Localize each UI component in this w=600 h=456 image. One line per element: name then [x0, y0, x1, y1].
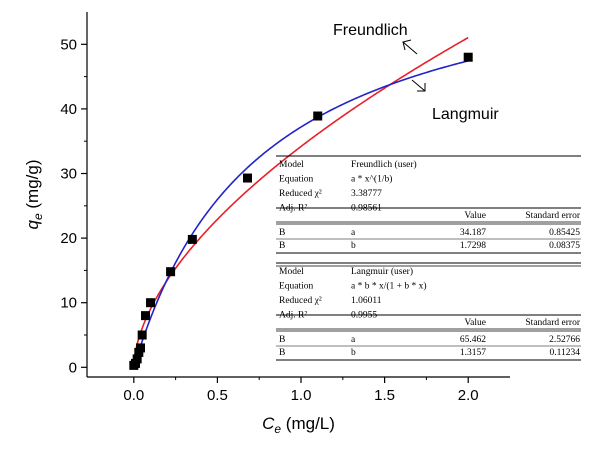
- table-header-value: Value: [464, 211, 486, 221]
- table-header-error: Standard error: [525, 318, 580, 328]
- data-point: [136, 343, 146, 353]
- table-row-label: Model: [279, 267, 304, 277]
- data-points: [129, 52, 473, 370]
- table-row-value: Freundlich (user): [351, 159, 417, 170]
- table-param-error: 2.52766: [549, 335, 580, 345]
- data-point: [130, 358, 140, 368]
- freundlich-arrow: [402, 41, 418, 55]
- langmuir-fit-curve: [133, 60, 469, 368]
- table-row-value: 3.38777: [351, 189, 382, 199]
- data-point: [134, 347, 144, 357]
- table-param-value: 34.187: [460, 228, 486, 238]
- table-param-value: 1.7298: [460, 241, 486, 251]
- y-axis-title: qe (mg/g): [23, 160, 45, 230]
- table-param-group: B: [279, 348, 285, 358]
- freundlich-arrowhead: [402, 39, 412, 51]
- data-point: [132, 354, 142, 364]
- table-row-value: a * x^(1/b): [351, 174, 392, 185]
- x-tick-label: 1.0: [291, 387, 312, 404]
- table-header-value: Value: [464, 318, 486, 328]
- x-tick-label: 0.0: [123, 387, 144, 404]
- table-row-value: a * b * x/(1 + b * x): [351, 281, 427, 292]
- y-tick-label: 40: [60, 101, 77, 118]
- data-point: [243, 173, 253, 183]
- table-param-name: b: [351, 241, 356, 251]
- table-row-label: Reduced χ²: [279, 296, 322, 306]
- data-point: [187, 234, 197, 244]
- x-tick-label: 1.5: [374, 387, 395, 404]
- langmuir-arrowhead: [417, 83, 426, 92]
- table-param-error: 0.85425: [549, 228, 580, 238]
- y-tick-label: 50: [60, 36, 77, 53]
- data-point: [166, 267, 176, 277]
- x-axis-title: Ce (mg/L): [262, 414, 335, 436]
- table-param-name: a: [351, 228, 356, 238]
- data-point: [313, 111, 323, 121]
- langmuir-arrow: [411, 79, 426, 92]
- axes: 0.0 0.5 1.0 1.5 2.0 0 10 20 30 40 50 Ce (mg/L) qe (m…: [23, 12, 510, 436]
- table-row-value: Langmuir (user): [351, 266, 413, 277]
- table-row-label: Equation: [279, 175, 314, 185]
- curve-annotations: Freundlich Langmuir: [333, 22, 499, 123]
- y-tick-label: 0: [69, 359, 77, 376]
- table-row-label: Reduced χ²: [279, 189, 322, 199]
- y-tick-label: 20: [60, 230, 77, 247]
- table-param-name: b: [351, 348, 356, 358]
- fit-results-table: Model Freundlich (user) Equation a * x^(1/b…: [276, 155, 581, 361]
- y-tick-label: 10: [60, 295, 77, 312]
- freundlich-label: Freundlich: [333, 22, 408, 39]
- table-param-group: B: [279, 241, 285, 251]
- table-param-error: 0.11234: [549, 348, 580, 358]
- table-header-error: Standard error: [525, 211, 580, 221]
- table-param-value: 1.3157: [460, 348, 486, 358]
- data-point: [463, 52, 473, 62]
- langmuir-label: Langmuir: [432, 106, 499, 123]
- data-point: [146, 298, 156, 308]
- table-row-label: Model: [279, 160, 304, 170]
- y-tick-label: 30: [60, 166, 77, 183]
- table-param-group: B: [279, 228, 285, 238]
- data-point: [137, 330, 147, 340]
- table-param-name: a: [351, 335, 356, 345]
- table-param-value: 65.462: [460, 335, 486, 345]
- table-row-label: Equation: [279, 282, 314, 292]
- x-tick-label: 0.5: [207, 387, 228, 404]
- data-point: [141, 311, 151, 321]
- x-tick-label: 2.0: [458, 387, 479, 404]
- table-param-group: B: [279, 335, 285, 345]
- table-param-error: 0.08375: [549, 241, 580, 251]
- table-row-value: 1.06011: [351, 296, 382, 306]
